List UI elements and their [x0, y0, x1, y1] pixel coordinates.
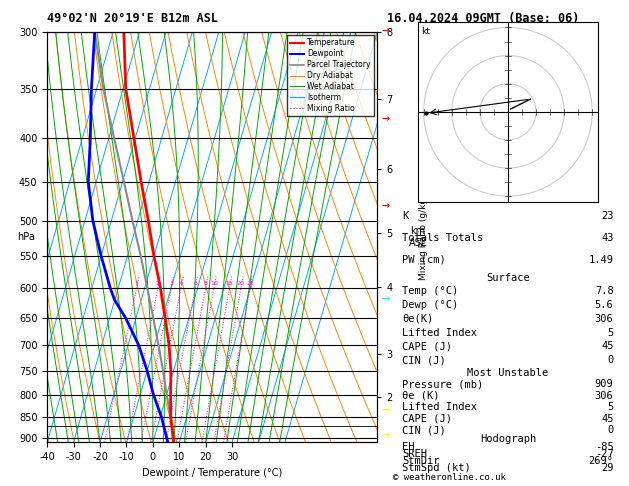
Text: 8: 8 [204, 281, 208, 286]
Text: -85: -85 [595, 442, 613, 451]
Text: Totals Totals: Totals Totals [403, 233, 484, 243]
Text: 45: 45 [601, 414, 613, 424]
Text: 29: 29 [601, 463, 613, 473]
Text: 2: 2 [156, 281, 160, 286]
Text: Lifted Index: Lifted Index [403, 328, 477, 338]
Text: →: → [382, 202, 390, 211]
Text: PW (cm): PW (cm) [403, 255, 446, 265]
Text: 20: 20 [237, 281, 245, 286]
Text: →: → [382, 430, 390, 440]
Text: 25: 25 [246, 281, 254, 286]
Text: © weatheronline.co.uk: © weatheronline.co.uk [393, 473, 506, 482]
Text: CAPE (J): CAPE (J) [403, 341, 452, 351]
Text: Surface: Surface [486, 273, 530, 282]
Text: 6: 6 [193, 281, 197, 286]
Text: 49°02'N 20°19'E B12m ASL: 49°02'N 20°19'E B12m ASL [47, 12, 218, 25]
Text: CIN (J): CIN (J) [403, 355, 446, 365]
Text: →: → [382, 114, 390, 124]
Text: 1: 1 [135, 281, 138, 286]
Text: 306: 306 [595, 391, 613, 400]
Text: →: → [382, 406, 390, 416]
Text: 306: 306 [595, 314, 613, 324]
Text: Most Unstable: Most Unstable [467, 368, 548, 378]
Text: 0: 0 [607, 425, 613, 435]
Text: 10: 10 [210, 281, 218, 286]
Text: 5: 5 [607, 328, 613, 338]
Text: 3: 3 [169, 281, 173, 286]
Text: 909: 909 [595, 379, 613, 389]
Text: StmSpd (kt): StmSpd (kt) [403, 463, 471, 473]
Text: 5.6: 5.6 [595, 300, 613, 310]
Text: hPa: hPa [17, 232, 35, 242]
Text: 269°: 269° [589, 456, 613, 466]
Text: 4: 4 [179, 281, 183, 286]
Y-axis label: km
ASL: km ASL [409, 226, 427, 248]
Text: 43: 43 [601, 233, 613, 243]
Text: kt: kt [421, 28, 430, 36]
Text: CAPE (J): CAPE (J) [403, 414, 452, 424]
Text: 15: 15 [226, 281, 233, 286]
Text: 1.49: 1.49 [589, 255, 613, 265]
Text: Pressure (mb): Pressure (mb) [403, 379, 484, 389]
Text: 7.8: 7.8 [595, 286, 613, 296]
Text: →: → [382, 27, 390, 36]
Text: 16.04.2024 09GMT (Base: 06): 16.04.2024 09GMT (Base: 06) [387, 12, 579, 25]
Text: →: → [382, 294, 390, 304]
Text: SREH: SREH [403, 449, 427, 459]
Text: 45: 45 [601, 341, 613, 351]
Text: EH: EH [403, 442, 415, 451]
Text: Temp (°C): Temp (°C) [403, 286, 459, 296]
Legend: Temperature, Dewpoint, Parcel Trajectory, Dry Adiabat, Wet Adiabat, Isotherm, Mi: Temperature, Dewpoint, Parcel Trajectory… [287, 35, 374, 116]
Text: Hodograph: Hodograph [480, 434, 536, 445]
Text: Dewp (°C): Dewp (°C) [403, 300, 459, 310]
Text: θe (K): θe (K) [403, 391, 440, 400]
Text: Lifted Index: Lifted Index [403, 402, 477, 412]
Text: -27: -27 [595, 449, 613, 459]
Text: 5: 5 [607, 402, 613, 412]
Text: K: K [403, 211, 409, 221]
Text: Mixing Ratio (g/kg): Mixing Ratio (g/kg) [419, 194, 428, 280]
X-axis label: Dewpoint / Temperature (°C): Dewpoint / Temperature (°C) [142, 468, 282, 478]
Text: θe(K): θe(K) [403, 314, 433, 324]
Text: CIN (J): CIN (J) [403, 425, 446, 435]
Text: 23: 23 [601, 211, 613, 221]
Text: StmDir: StmDir [403, 456, 440, 466]
Text: 0: 0 [607, 355, 613, 365]
